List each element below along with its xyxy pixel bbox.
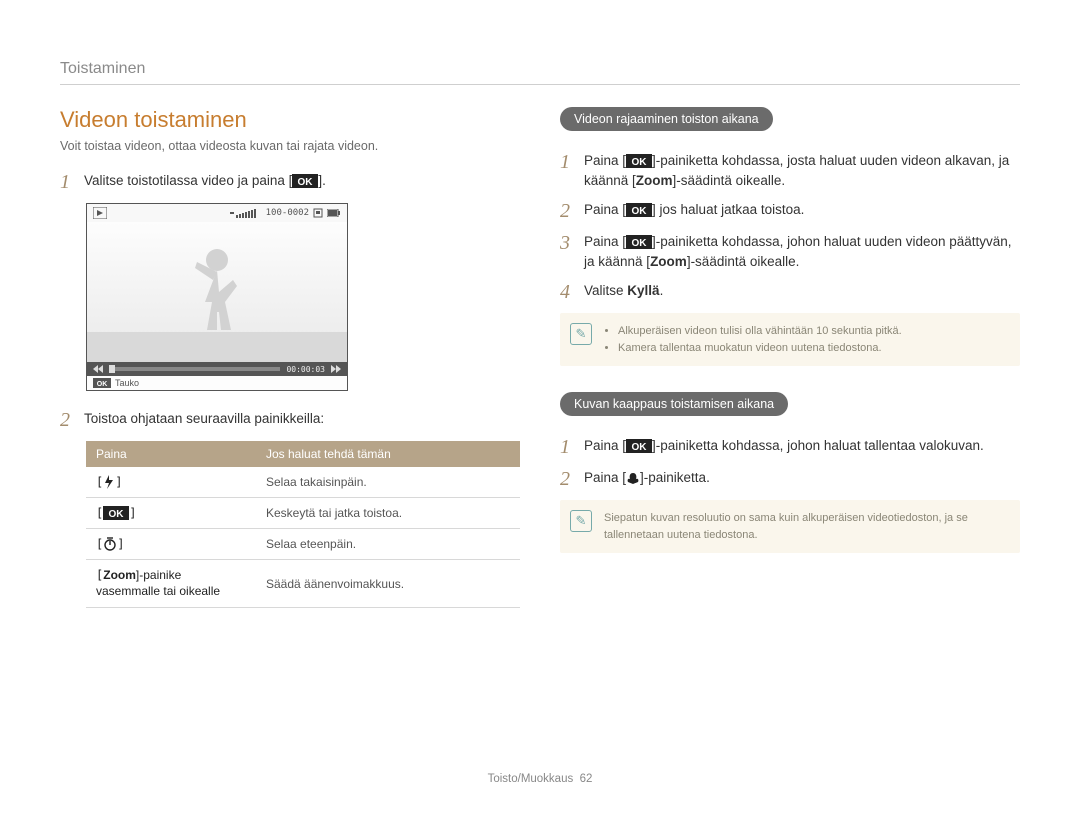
- note-item: Alkuperäisen videon tulisi olla vähintää…: [618, 323, 1008, 340]
- note-box: ✎ Alkuperäisen videon tulisi olla vähint…: [560, 313, 1020, 366]
- step-text: Toistoa ohjataan seuraavilla painikkeill…: [84, 409, 324, 429]
- controls-table: Paina Jos haluat tehdä tämän [] Selaa ta…: [86, 441, 520, 608]
- note-item: Kamera tallentaa muokatun videon uutena …: [618, 340, 1008, 357]
- step-number: 2: [60, 409, 84, 431]
- pill-heading: Kuvan kaappaus toistamisen aikana: [560, 392, 788, 416]
- two-column-layout: Videon toistaminen Voit toistaa videon, …: [60, 107, 1020, 608]
- card-icon: [313, 208, 323, 218]
- table-row: [OK] Keskeytä tai jatka toistoa.: [86, 498, 520, 529]
- note-icon: ✎: [570, 323, 592, 345]
- table-row: [] Selaa eteenpäin.: [86, 529, 520, 560]
- note-icon: ✎: [570, 510, 592, 532]
- shot-counter: 100-0002: [266, 208, 309, 218]
- step-text: Valitse toistotilassa video ja paina [OK…: [84, 171, 326, 191]
- svg-text:OK: OK: [632, 238, 648, 249]
- shot-time: 00:00:03: [286, 365, 325, 374]
- svg-text:OK: OK: [632, 206, 648, 217]
- right-column: Videon rajaaminen toiston aikana 1 Paina…: [560, 107, 1020, 608]
- ok-icon: OK: [626, 154, 652, 168]
- trim-step-3: 3 Paina [OK]-painiketta kohdassa, johon …: [560, 232, 1020, 271]
- manual-page: Toistaminen Videon toistaminen Voit tois…: [0, 0, 1080, 815]
- shot-frame: [87, 222, 347, 362]
- flash-icon: [103, 475, 115, 489]
- step-2: 2 Toistoa ohjataan seuraavilla painikkei…: [60, 409, 520, 431]
- svg-text:OK: OK: [632, 157, 648, 168]
- ok-icon: OK: [626, 203, 652, 217]
- shot-controls: 00:00:03: [87, 362, 347, 376]
- note-box: ✎ Siepatun kuvan resoluutio on sama kuin…: [560, 500, 1020, 553]
- ok-icon: OK: [93, 378, 111, 388]
- th-action: Jos haluat tehdä tämän: [256, 441, 520, 467]
- note-text: Siepatun kuvan resoluutio on sama kuin a…: [604, 510, 1008, 543]
- table-row: [Zoom]-painike vasemmalle tai oikealle S…: [86, 560, 520, 608]
- ok-icon: OK: [626, 235, 652, 249]
- trim-step-1: 1 Paina [OK]-painiketta kohdassa, josta …: [560, 151, 1020, 190]
- volume-bars-icon: [230, 208, 262, 218]
- trim-step-2: 2 Paina [OK] jos haluat jatkaa toistoa.: [560, 200, 1020, 222]
- forward-icon: [331, 365, 341, 373]
- main-heading: Videon toistaminen: [60, 107, 520, 133]
- capture-step-1: 1 Paina [OK]-painiketta kohdassa, johon …: [560, 436, 1020, 458]
- trim-step-4: 4 Valitse Kyllä.: [560, 281, 1020, 303]
- table-row: [] Selaa takaisinpäin.: [86, 467, 520, 498]
- step-1: 1 Valitse toistotilassa video ja paina […: [60, 171, 520, 193]
- shot-hint: OK Tauko: [87, 376, 347, 390]
- section-title: Toistaminen: [60, 60, 1020, 85]
- subtitle: Voit toistaa videon, ottaa videosta kuva…: [60, 139, 520, 153]
- shot-statusbar: 100-0002: [87, 204, 347, 222]
- ok-icon: OK: [626, 439, 652, 453]
- th-press: Paina: [86, 441, 256, 467]
- timer-icon: [103, 537, 117, 551]
- pill-heading: Videon rajaaminen toiston aikana: [560, 107, 773, 131]
- svg-text:OK: OK: [632, 442, 648, 453]
- play-mode-icon: [93, 207, 107, 219]
- page-footer: Toisto/Muokkaus 62: [0, 773, 1080, 785]
- camera-screenshot: 100-0002: [86, 203, 348, 391]
- svg-text:OK: OK: [109, 509, 125, 520]
- capture-step-2: 2 Paina []-painiketta.: [560, 468, 1020, 490]
- step-number: 1: [60, 171, 84, 193]
- ok-icon: OK: [103, 506, 129, 520]
- svg-text:OK: OK: [97, 381, 108, 388]
- battery-icon: [327, 209, 341, 217]
- left-column: Videon toistaminen Voit toistaa videon, …: [60, 107, 520, 608]
- svg-text:OK: OK: [298, 177, 314, 188]
- macro-icon: [626, 471, 640, 485]
- rewind-icon: [93, 365, 103, 373]
- ok-icon: OK: [292, 174, 318, 188]
